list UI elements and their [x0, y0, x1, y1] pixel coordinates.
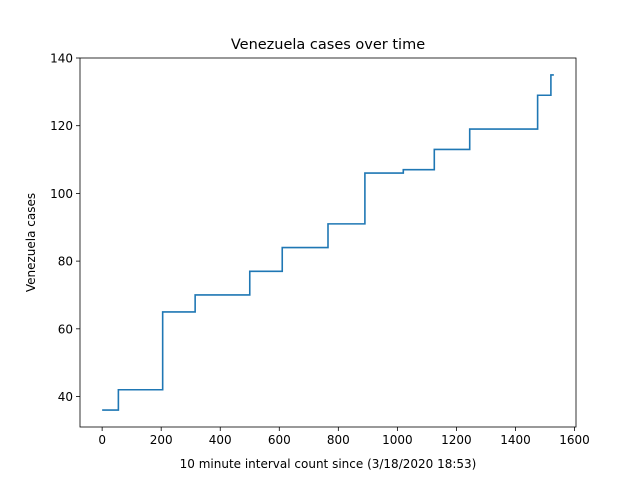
chart-title: Venezuela cases over time [231, 37, 425, 53]
x-tick-label: 1200 [441, 433, 472, 447]
plot-frame [79, 57, 577, 428]
x-axis-label: 10 minute interval count since (3/18/202… [180, 457, 477, 471]
x-tick-label: 1400 [500, 433, 531, 447]
x-tick-label: 0 [98, 433, 106, 447]
y-tick-label: 120 [50, 119, 73, 133]
y-tick-label: 80 [58, 255, 73, 269]
x-tick-label: 1600 [559, 433, 590, 447]
x-tick-label: 1000 [382, 433, 413, 447]
y-axis-label: Venezuela cases [24, 193, 38, 292]
x-tick-label: 200 [150, 433, 173, 447]
y-tick-label: 60 [58, 322, 73, 336]
y-tick-label: 40 [58, 390, 73, 404]
x-tick-label: 800 [327, 433, 350, 447]
x-axis: 0 200 400 600 800 1000 1200 1400 1600 [98, 427, 590, 447]
x-tick-label: 400 [209, 433, 232, 447]
y-axis: 40 60 80 100 120 140 [50, 52, 80, 404]
y-tick-label: 140 [50, 52, 73, 66]
x-tick-label: 600 [268, 433, 291, 447]
series-line [102, 74, 554, 411]
plot-area [102, 74, 554, 411]
y-tick-label: 100 [50, 187, 73, 201]
